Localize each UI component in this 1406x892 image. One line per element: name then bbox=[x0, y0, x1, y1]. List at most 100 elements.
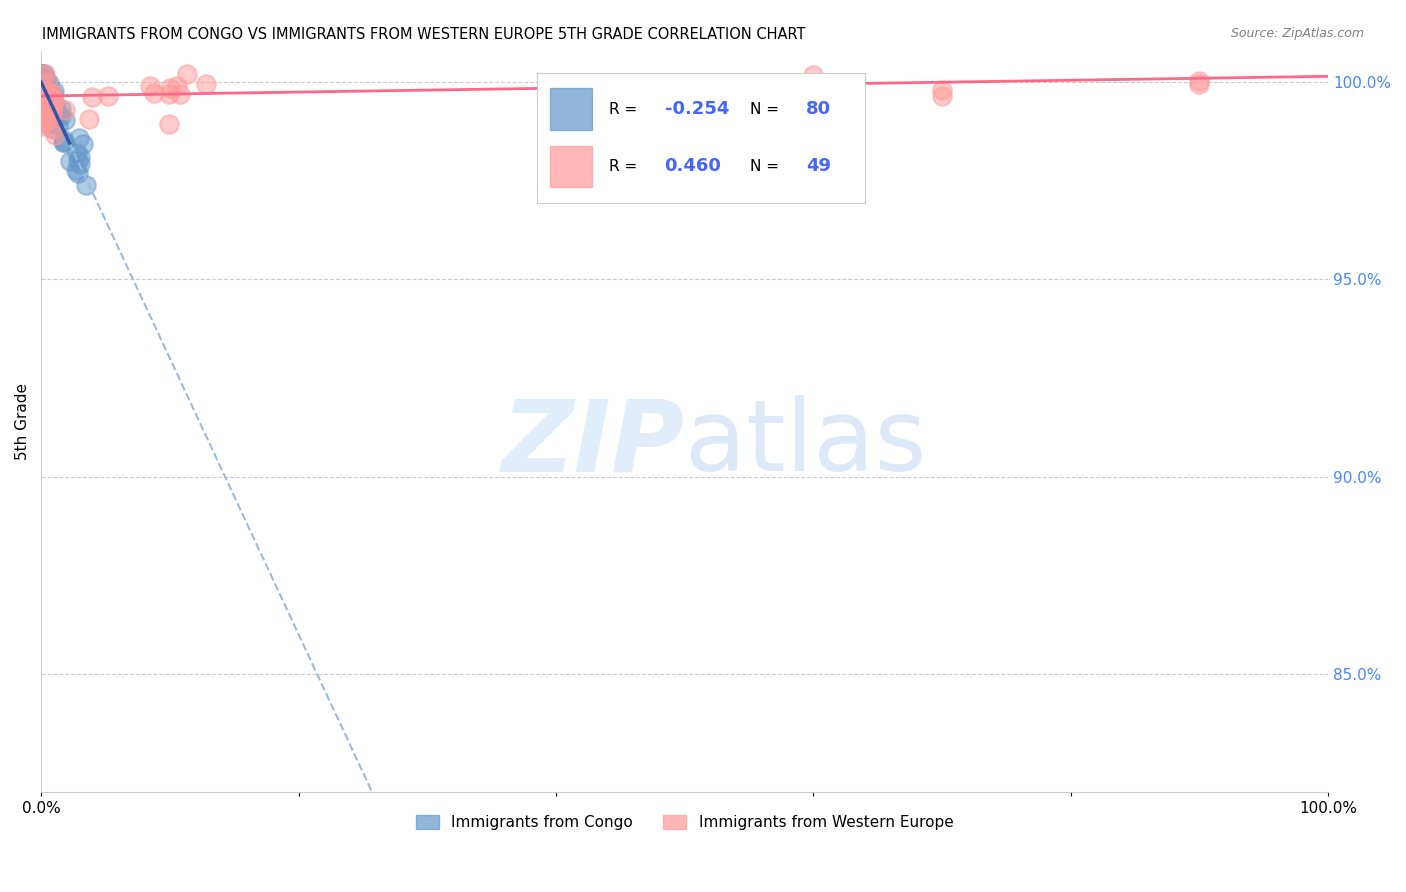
Point bbox=[31, 83, 53, 97]
Point bbox=[67, 166, 90, 180]
Point bbox=[34, 81, 56, 95]
Text: ZIP: ZIP bbox=[502, 395, 685, 492]
Point bbox=[31, 97, 53, 112]
Point bbox=[75, 178, 97, 192]
Point bbox=[38, 103, 60, 117]
Point bbox=[35, 88, 58, 103]
Point bbox=[30, 75, 52, 89]
Point bbox=[37, 93, 59, 107]
Point bbox=[34, 89, 56, 103]
Point bbox=[31, 75, 53, 89]
Point bbox=[34, 71, 56, 86]
Point bbox=[35, 95, 58, 110]
Point bbox=[42, 101, 65, 115]
Point bbox=[46, 108, 69, 122]
Point bbox=[44, 128, 66, 142]
Text: Source: ZipAtlas.com: Source: ZipAtlas.com bbox=[1230, 27, 1364, 40]
Point bbox=[32, 78, 55, 93]
Point bbox=[31, 67, 53, 81]
Point bbox=[195, 77, 218, 91]
Point bbox=[35, 87, 58, 102]
Point bbox=[1188, 77, 1211, 91]
Point bbox=[31, 67, 53, 81]
Point bbox=[31, 76, 53, 90]
Point bbox=[32, 91, 55, 105]
Point bbox=[31, 75, 53, 89]
Point bbox=[31, 89, 53, 103]
Point bbox=[41, 88, 63, 103]
Point bbox=[42, 93, 65, 107]
Point bbox=[32, 87, 55, 102]
Point bbox=[42, 102, 65, 116]
Point bbox=[38, 85, 60, 99]
Point bbox=[31, 109, 53, 123]
Point bbox=[157, 87, 180, 101]
Point bbox=[72, 136, 94, 151]
Point bbox=[52, 135, 75, 149]
Point bbox=[31, 80, 53, 95]
Point bbox=[34, 85, 56, 99]
Point bbox=[176, 67, 198, 81]
Point bbox=[32, 84, 55, 98]
Point bbox=[931, 83, 953, 97]
Point bbox=[34, 84, 56, 98]
Point bbox=[44, 101, 66, 115]
Point bbox=[38, 76, 60, 90]
Point bbox=[38, 94, 60, 108]
Point bbox=[30, 71, 52, 86]
Point bbox=[31, 119, 53, 133]
Point bbox=[31, 67, 53, 81]
Point bbox=[31, 96, 53, 111]
Point bbox=[801, 68, 824, 82]
Point bbox=[31, 116, 53, 130]
Point bbox=[30, 67, 52, 81]
Point bbox=[139, 79, 162, 94]
Point bbox=[34, 82, 56, 96]
Point bbox=[32, 67, 55, 81]
Point bbox=[44, 106, 66, 120]
Point bbox=[69, 157, 91, 171]
Point bbox=[35, 112, 58, 127]
Point bbox=[31, 82, 53, 96]
Point bbox=[41, 86, 63, 100]
Point bbox=[46, 118, 69, 132]
Point bbox=[34, 94, 56, 108]
Point bbox=[30, 92, 52, 106]
Point bbox=[45, 101, 67, 115]
Point bbox=[49, 109, 72, 123]
Point bbox=[42, 114, 65, 128]
Point bbox=[53, 103, 76, 118]
Point bbox=[31, 106, 53, 120]
Point bbox=[166, 78, 188, 93]
Point bbox=[67, 131, 90, 145]
Point bbox=[65, 162, 87, 177]
Point bbox=[31, 80, 53, 95]
Point bbox=[142, 86, 165, 100]
Point bbox=[37, 86, 59, 100]
Point bbox=[35, 76, 58, 90]
Point bbox=[31, 81, 53, 95]
Point bbox=[41, 105, 63, 120]
Point bbox=[30, 71, 52, 86]
Text: IMMIGRANTS FROM CONGO VS IMMIGRANTS FROM WESTERN EUROPE 5TH GRADE CORRELATION CH: IMMIGRANTS FROM CONGO VS IMMIGRANTS FROM… bbox=[42, 27, 806, 42]
Point bbox=[42, 112, 65, 126]
Point bbox=[31, 100, 53, 114]
Point bbox=[69, 150, 91, 164]
Legend: Immigrants from Congo, Immigrants from Western Europe: Immigrants from Congo, Immigrants from W… bbox=[409, 809, 959, 836]
Point bbox=[31, 98, 53, 112]
Point bbox=[35, 73, 58, 87]
Point bbox=[44, 94, 66, 108]
Point bbox=[67, 153, 90, 168]
Point bbox=[159, 80, 181, 95]
Point bbox=[34, 82, 56, 96]
Point bbox=[35, 94, 58, 108]
Point bbox=[30, 96, 52, 111]
Point bbox=[31, 94, 53, 108]
Point bbox=[42, 91, 65, 105]
Point bbox=[1188, 74, 1211, 88]
Point bbox=[41, 121, 63, 136]
Point bbox=[32, 77, 55, 91]
Point bbox=[44, 110, 66, 124]
Point bbox=[931, 89, 953, 103]
Point bbox=[157, 118, 180, 132]
